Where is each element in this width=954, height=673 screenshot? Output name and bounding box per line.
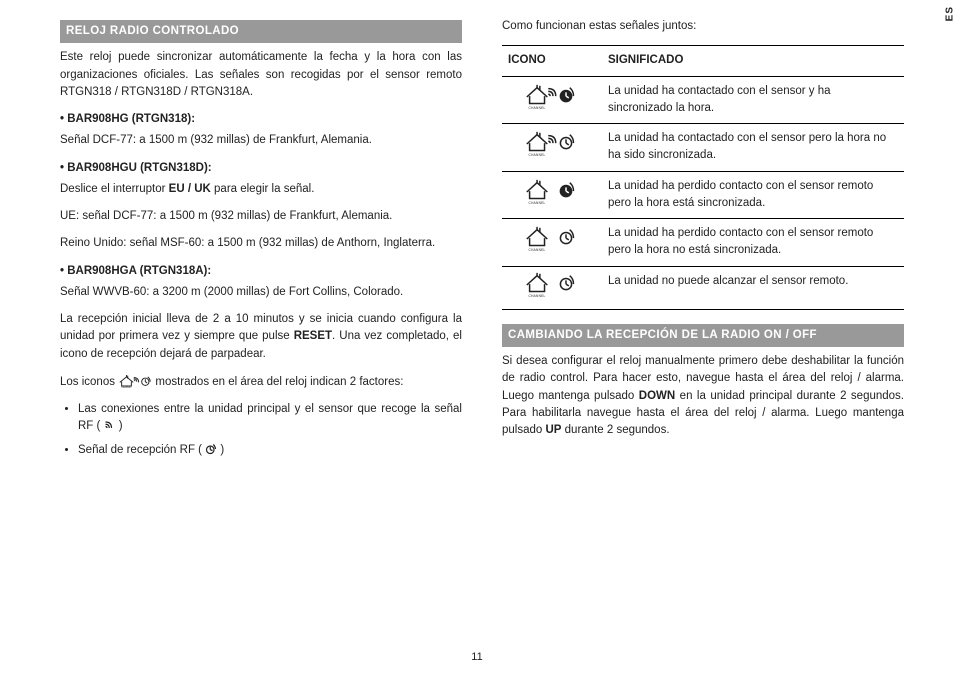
- table-row: CHANNEL La unidad no puede alcanzar el s…: [502, 266, 904, 309]
- table-row: CHANNEL La unidad ha perdido contacto co…: [502, 219, 904, 267]
- signal-meaning-cell: La unidad ha perdido contacto con el sen…: [602, 171, 904, 219]
- right-column: Como funcionan estas señales juntos: ICO…: [502, 18, 904, 630]
- model3-text: Señal WWVB-60: a 3200 m (2000 millas) de…: [60, 284, 462, 301]
- signal-icon-cell: CHANNEL: [502, 219, 602, 267]
- table-header-meaning: SIGNIFICADO: [602, 46, 904, 76]
- page-number: 11: [0, 649, 954, 666]
- house-clock-inline-icon: CHANNEL: [118, 373, 152, 388]
- signal-meaning-cell: La unidad ha contactado con el sensor y …: [602, 76, 904, 124]
- signal-meaning-cell: La unidad ha perdido contacto con el sen…: [602, 219, 904, 267]
- svg-text:CHANNEL: CHANNEL: [529, 248, 546, 252]
- signal-meaning-cell: La unidad no puede alcanzar el sensor re…: [602, 266, 904, 309]
- svg-text:CHANNEL: CHANNEL: [529, 106, 546, 110]
- model1-text: Señal DCF-77: a 1500 m (932 millas) de F…: [60, 132, 462, 149]
- signal-bars-icon: [104, 419, 116, 431]
- factor-list: Las conexiones entre la unidad principal…: [60, 401, 462, 459]
- signal-icon-cell: CHANNEL: [502, 76, 602, 124]
- signal-icon-cell: CHANNEL: [502, 171, 602, 219]
- factor-2: Señal de recepción RF ( ): [78, 442, 462, 459]
- svg-text:CHANNEL: CHANNEL: [529, 294, 546, 298]
- svg-text:CHANNEL: CHANNEL: [529, 201, 546, 205]
- factor-1: Las conexiones entre la unidad principal…: [78, 401, 462, 436]
- model1-label: • BAR908HG (RTGN318):: [60, 111, 462, 128]
- model2-text1: Deslice el interruptor EU / UK para eleg…: [60, 181, 462, 198]
- section-heading-reloj: RELOJ RADIO CONTROLADO: [60, 20, 462, 43]
- page-content: RELOJ RADIO CONTROLADO Este reloj puede …: [0, 0, 954, 640]
- intro-text: Este reloj puede sincronizar automáticam…: [60, 49, 462, 101]
- clock-signal-icon: [205, 443, 217, 455]
- radio-onoff-text: Si desea configurar el reloj manualmente…: [502, 353, 904, 439]
- svg-text:CHANNEL: CHANNEL: [529, 153, 546, 157]
- section-heading-cambiar: CAMBIANDO LA RECEPCIÓN DE LA RADIO ON / …: [502, 324, 904, 347]
- model2-label: • BAR908HGU (RTGN318D):: [60, 160, 462, 177]
- reception-text: La recepción inicial lleva de 2 a 10 min…: [60, 311, 462, 363]
- icons-intro: Los iconos CHANNEL mostrados en el área …: [60, 373, 462, 391]
- table-row: CHANNEL La unidad ha perdido contacto co…: [502, 171, 904, 219]
- signal-table: ICONO SIGNIFICADO CHANNEL La unidad ha c…: [502, 45, 904, 310]
- signals-intro: Como funcionan estas señales juntos:: [502, 18, 904, 35]
- table-row: CHANNEL La unidad ha contactado con el s…: [502, 124, 904, 172]
- left-column: RELOJ RADIO CONTROLADO Este reloj puede …: [60, 18, 462, 630]
- signal-icon-cell: CHANNEL: [502, 266, 602, 309]
- model2-text3: Reino Unido: señal MSF-60: a 1500 m (932…: [60, 235, 462, 252]
- table-header-icon: ICONO: [502, 46, 602, 76]
- model3-label: • BAR908HGA (RTGN318A):: [60, 263, 462, 280]
- signal-icon-cell: CHANNEL: [502, 124, 602, 172]
- model2-text2: UE: señal DCF-77: a 1500 m (932 millas) …: [60, 208, 462, 225]
- language-tab: ES: [942, 6, 954, 21]
- table-row: CHANNEL La unidad ha contactado con el s…: [502, 76, 904, 124]
- signal-meaning-cell: La unidad ha contactado con el sensor pe…: [602, 124, 904, 172]
